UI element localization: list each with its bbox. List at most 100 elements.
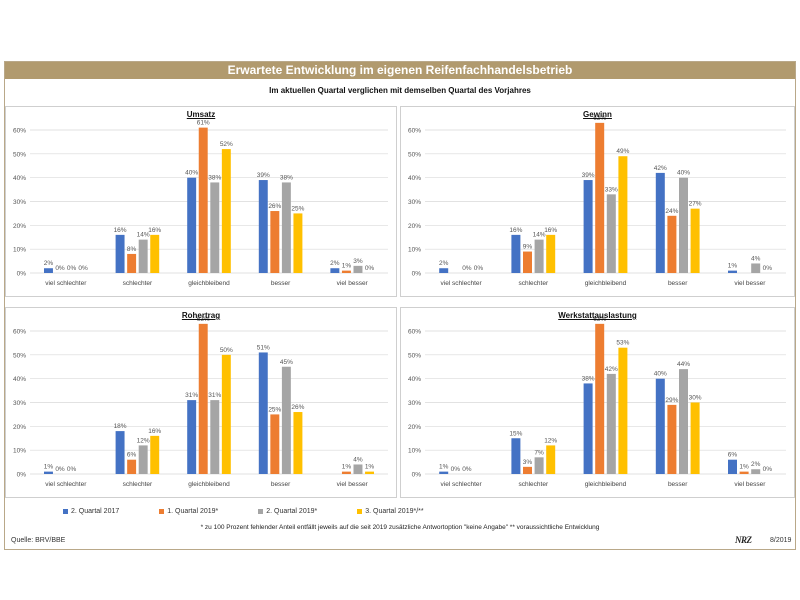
data-label: 38% (208, 174, 221, 181)
report-title: Erwartete Entwicklung im eigenen Reifenf… (5, 62, 795, 79)
y-tick-label: 40% (408, 175, 421, 182)
data-label: 0% (474, 265, 484, 272)
legend-swatch (63, 509, 68, 514)
bar (606, 194, 616, 273)
footnote: * zu 100 Prozent fehlender Anteil entfäl… (200, 524, 600, 531)
bar (728, 459, 737, 474)
bar (187, 177, 197, 273)
x-tick-label: besser (271, 481, 291, 488)
bar (115, 234, 125, 273)
x-tick-label: viel besser (734, 280, 766, 287)
chart-panel-umsatz: 0% 10% 20% 30% 40% 50% 60% viel schlechter 2% 0% 0… (5, 106, 397, 297)
y-tick-label: 30% (408, 199, 421, 206)
bar (258, 180, 268, 273)
bar (44, 268, 53, 273)
legend-item: 3. Quartal 2019*/** (357, 508, 424, 515)
data-label: 27% (689, 201, 702, 208)
data-label: 0% (55, 466, 65, 473)
y-tick-label: 10% (13, 448, 26, 455)
data-label: 63% (593, 115, 606, 122)
chart-panel-rohertrag: 0% 10% 20% 30% 40% 50% 60% viel schlechter 1% 0% 0… (5, 307, 397, 498)
chart-legend: 2. Quartal 2017 1. Quartal 2019* 2. Quar… (63, 508, 424, 515)
data-label: 12% (544, 437, 557, 444)
legend-item: 2. Quartal 2019* (258, 508, 317, 515)
y-tick-label: 30% (13, 400, 26, 407)
data-label: 61% (197, 120, 210, 127)
bar (546, 445, 556, 474)
legend-item: 2. Quartal 2017 (63, 508, 119, 515)
bar (44, 471, 53, 474)
bar (583, 180, 593, 273)
data-label: 16% (114, 227, 127, 234)
data-label: 31% (185, 392, 198, 399)
data-label: 16% (148, 428, 161, 435)
y-tick-label: 40% (408, 376, 421, 383)
bar (751, 263, 761, 273)
data-label: 50% (220, 347, 233, 354)
y-tick-label: 60% (408, 329, 421, 336)
data-label: 18% (114, 423, 127, 430)
bar (210, 400, 220, 474)
x-tick-label: viel schlechter (45, 481, 87, 488)
report-subtitle: Im aktuellen Quartal verglichen mit dems… (269, 86, 531, 95)
data-label: 2% (751, 461, 761, 468)
publisher-logo: NRZ (735, 535, 752, 545)
data-label: 14% (137, 232, 150, 239)
x-tick-label: schlechter (123, 481, 153, 488)
data-label: 40% (677, 170, 690, 177)
bar (150, 234, 160, 273)
bar (138, 239, 148, 273)
y-tick-label: 20% (408, 223, 421, 230)
data-label: 2% (439, 260, 449, 267)
bar (679, 177, 688, 273)
data-label: 2% (44, 260, 54, 267)
data-label: 38% (280, 174, 293, 181)
bar (606, 373, 616, 474)
bar (523, 466, 532, 474)
data-label: 38% (582, 375, 595, 382)
y-tick-label: 30% (408, 400, 421, 407)
x-tick-label: viel besser (734, 481, 766, 488)
data-label: 0% (67, 265, 77, 272)
y-tick-label: 10% (408, 448, 421, 455)
y-tick-label: 50% (13, 352, 26, 359)
bar (511, 234, 521, 273)
bar (341, 471, 351, 474)
data-label: 1% (728, 263, 738, 270)
data-label: 44% (677, 361, 690, 368)
bar (115, 431, 125, 474)
data-label: 4% (353, 456, 363, 463)
data-label: 7% (534, 449, 544, 456)
data-label: 53% (616, 340, 629, 347)
x-tick-label: gleichbleibend (585, 280, 627, 287)
x-tick-label: schlechter (123, 280, 153, 287)
x-tick-label: gleichbleibend (585, 481, 627, 488)
bar (511, 438, 521, 474)
bar (534, 457, 544, 474)
y-tick-label: 10% (408, 247, 421, 254)
bar (281, 366, 291, 474)
bar (618, 156, 628, 273)
y-tick-label: 50% (408, 352, 421, 359)
data-label: 39% (257, 172, 270, 179)
data-label: 33% (605, 186, 618, 193)
chart-title: Werkstattauslastung (558, 311, 637, 320)
bar (365, 471, 374, 474)
data-label: 3% (353, 258, 363, 265)
chart-panel-gewinn: 0% 10% 20% 30% 40% 50% 60% viel schlechter 2% 0% 0… (400, 106, 795, 297)
bar (221, 354, 231, 474)
data-label: 40% (654, 371, 667, 378)
x-tick-label: viel schlechter (45, 280, 87, 287)
data-label: 1% (439, 464, 449, 471)
chart-panel-werkstattauslastung: 0% 10% 20% 30% 40% 50% 60% viel schlechter 1% 0% 0… (400, 307, 795, 498)
y-tick-label: 40% (13, 175, 26, 182)
bar (595, 323, 605, 474)
bar (270, 211, 280, 273)
bar (523, 251, 532, 273)
date-label: 8/2019 (770, 537, 792, 544)
y-tick-label: 0% (17, 472, 27, 479)
legend-swatch (357, 509, 363, 514)
x-tick-label: gleichbleibend (188, 280, 230, 287)
bar (679, 369, 688, 474)
bar (210, 182, 220, 273)
